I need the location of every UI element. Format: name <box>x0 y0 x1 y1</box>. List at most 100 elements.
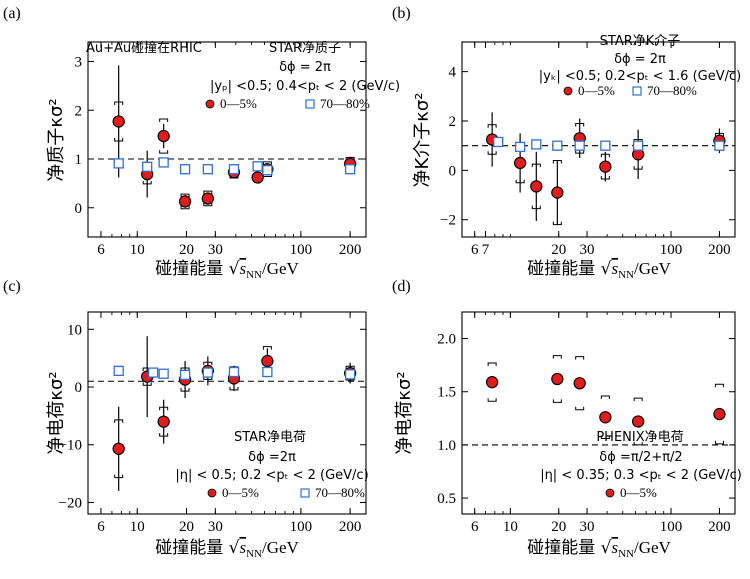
y-tick-label: 0 <box>449 163 457 179</box>
annotation-text: δϕ =2π <box>248 450 296 465</box>
data-point-70-80 <box>202 164 213 175</box>
x-tick-label: 100 <box>660 519 683 535</box>
x-tick-label: 6 <box>471 519 479 535</box>
legend-label: 70—80% <box>315 485 365 500</box>
sys-error-bracket <box>531 163 541 168</box>
legend-marker-0-5 <box>605 488 615 498</box>
legend-label: 70—80% <box>647 83 697 98</box>
x-tick-label: 100 <box>290 242 313 258</box>
y-tick-label: 0 <box>75 380 83 396</box>
sys-error-bracket <box>633 166 643 170</box>
y-tick-label: −20 <box>59 495 82 511</box>
sys-error-bracket <box>487 151 497 155</box>
panel-b: 6 7 20 30 100 200 −2 0 2 4 STAR净K介子 δϕ = 2π |yₖ| <0.… <box>392 5 741 281</box>
annotation-text: Au+Au碰撞在RHIC <box>86 41 202 56</box>
y-tick-label: −2 <box>440 213 456 229</box>
data-point-0-5 <box>485 376 499 389</box>
sys-error-bracket <box>487 362 497 367</box>
plot-frame <box>461 41 736 238</box>
x-tick-label: 10 <box>503 519 518 535</box>
annotation-text: |η| < 0.5; 0.2 <pₜ < 2 (GeV/c) <box>175 468 368 483</box>
sys-error-bracket <box>159 150 169 154</box>
data-point-70-80 <box>142 161 153 172</box>
data-point-70-80 <box>344 369 356 380</box>
annotation-text: STAR净电荷 <box>234 430 306 445</box>
sys-error-bracket <box>345 157 355 161</box>
data-point-70-80 <box>179 369 191 381</box>
sys-error-bracket <box>114 137 124 142</box>
sys-error-bracket <box>262 346 272 350</box>
data-point-0-5 <box>157 129 170 143</box>
annotation-text: PHENIX净电荷 <box>596 430 683 445</box>
sys-error-bracket <box>552 399 562 403</box>
data-point-0-5 <box>551 186 564 199</box>
data-point-70-80 <box>262 366 273 378</box>
x-axis-label: 碰撞能量 √sNN/GeV <box>155 259 299 281</box>
legend-marker-0-5 <box>205 99 215 109</box>
annotation-text: |yₚ| <0.5; 0.4<pₜ < 2 (GeV/c) <box>210 79 400 94</box>
y-axis-label: 净电荷κσ² <box>394 371 415 454</box>
sys-error-bracket <box>159 118 169 123</box>
sys-error-bracket <box>531 205 541 210</box>
data-point-0-5 <box>112 442 125 455</box>
sys-error-bracket <box>203 190 213 195</box>
panel-c: 6 10 20 30 100 200 −20 −10 0 10 STAR净电荷 δϕ =2π |η| <… <box>3 278 369 560</box>
sys-error-bracket <box>714 132 724 137</box>
annotation-text: |η| < 0.35; 0.3 <pₜ < 2 (GeV/c) <box>540 468 742 483</box>
sys-error-bracket <box>203 202 213 207</box>
plot-frame <box>87 41 367 238</box>
panel-label: (a) <box>3 5 21 22</box>
sys-error-bracket <box>114 101 124 105</box>
x-tick-label: 6 <box>471 242 479 258</box>
data-point-0-5 <box>573 377 586 390</box>
sys-error-bracket <box>487 398 497 402</box>
data-point-70-80 <box>113 365 124 377</box>
sys-error-bracket <box>180 193 190 198</box>
data-point-70-80 <box>632 140 644 151</box>
x-tick-label: 100 <box>290 519 313 535</box>
data-point-0-5 <box>530 180 543 193</box>
legend-label: 0—5% <box>220 96 257 111</box>
plot-frame <box>461 311 736 515</box>
sys-error-bracket <box>552 355 562 359</box>
sys-error-bracket <box>487 124 497 128</box>
x-tick-label: 6 <box>97 519 105 535</box>
data-point-70-80 <box>531 139 542 150</box>
data-point-0-5 <box>599 160 612 173</box>
sys-error-bracket <box>203 376 213 381</box>
data-point-70-80 <box>493 136 504 148</box>
x-tick-label: 6 <box>97 242 105 258</box>
legend-marker-0-5 <box>207 488 217 498</box>
data-point-70-80 <box>714 140 725 151</box>
sys-error-bracket <box>262 161 272 165</box>
data-point-0-5 <box>112 115 125 128</box>
legend-label: 0—5% <box>222 485 259 500</box>
x-axis-label: 碰撞能量 √sNN/GeV <box>155 538 299 560</box>
annotation-text: STAR净K介子 <box>600 34 681 49</box>
sys-error-bracket <box>114 419 124 423</box>
sys-error-bracket <box>345 365 355 370</box>
legend-label: 70—80% <box>320 96 370 111</box>
sys-error-bracket <box>180 205 190 210</box>
annotation-text: STAR净质子 <box>269 41 341 56</box>
annotation-text: |yₖ| <0.5; 0.2<pₜ < 1.6 (GeV/c) <box>539 69 741 84</box>
x-tick-label: 30 <box>580 242 595 258</box>
panel-a: 6 10 20 30 100 200 0 1 2 3Au+Au碰撞在RHIC STAR净质子 δϕ =… <box>3 5 400 281</box>
y-tick-label: −10 <box>59 438 82 454</box>
x-tick-label: 20 <box>551 519 566 535</box>
legend-marker-0-5 <box>563 86 573 96</box>
data-point-70-80 <box>158 157 169 168</box>
data-point-70-80 <box>514 141 526 153</box>
sys-error-bracket <box>142 382 152 386</box>
y-tick-label: 2 <box>449 114 457 130</box>
x-tick-label: 20 <box>551 242 566 258</box>
x-tick-label: 200 <box>708 242 731 258</box>
x-tick-label: 30 <box>208 519 223 535</box>
x-tick-label: 7 <box>482 242 490 258</box>
y-axis-label: 净质子κσ² <box>46 98 67 181</box>
y-tick-label: 2 <box>75 103 83 119</box>
y-axis-label: 净电荷κσ² <box>46 371 67 454</box>
sys-error-bracket <box>600 153 610 158</box>
x-axis-label: 碰撞能量 √sNN/GeV <box>527 538 671 560</box>
x-tick-label: 30 <box>580 519 595 535</box>
